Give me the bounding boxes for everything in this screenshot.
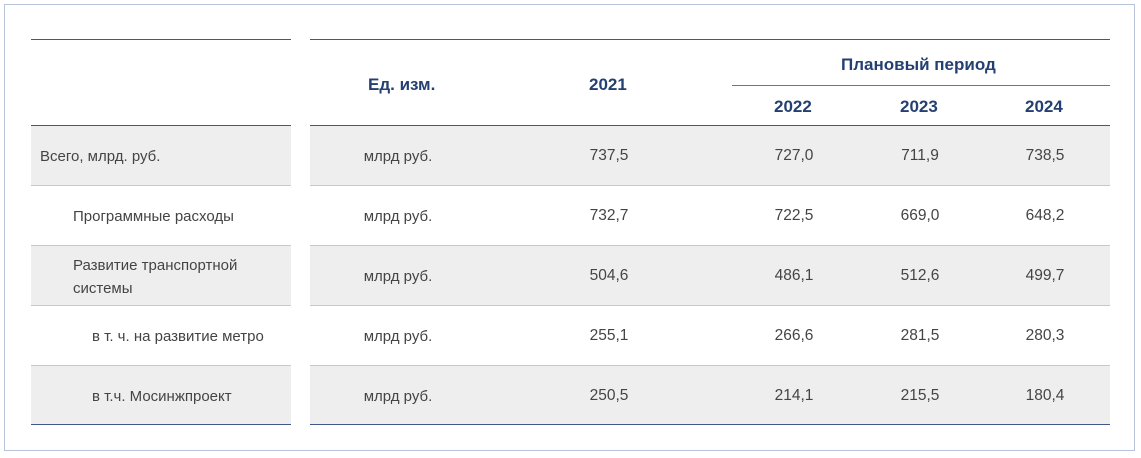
row-band-5 [31, 366, 291, 425]
row-3-2022: 486,1 [774, 267, 814, 284]
row-band-3-data [310, 246, 1110, 305]
row-3-label-line2: системы [73, 280, 133, 297]
row-1-unit: млрд руб. [363, 148, 433, 165]
row-3-unit: млрд руб. [363, 268, 433, 285]
row-2-2022: 722,5 [774, 207, 814, 224]
row-2-label: Программные расходы [73, 208, 234, 225]
row-band-1 [31, 126, 291, 185]
row-5-unit: млрд руб. [363, 388, 433, 405]
row-1-2024: 738,5 [1025, 147, 1065, 164]
row-5-label: в т.ч. Мосинжпроект [92, 388, 232, 405]
top-rule-right [310, 39, 1110, 40]
row-band-3 [31, 246, 291, 305]
row-sep-4-right [310, 365, 1110, 366]
top-rule-left [31, 39, 291, 40]
row-4-label: в т. ч. на развитие метро [92, 328, 264, 345]
row-band-1-data [310, 126, 1110, 185]
row-1-2021: 737,5 [589, 147, 629, 164]
row-1-2022: 727,0 [774, 147, 814, 164]
bottom-rule-left [31, 424, 291, 425]
row-1-label: Всего, млрд. руб. [40, 148, 161, 165]
row-3-2023: 512,6 [900, 267, 940, 284]
row-sep-1-left [31, 185, 291, 186]
row-4-2023: 281,5 [900, 327, 940, 344]
row-sep-3-left [31, 305, 291, 306]
row-band-5-data [310, 366, 1110, 425]
header-year-2023: 2023 [900, 97, 938, 116]
planning-period-rule [732, 85, 1110, 86]
row-4-2024: 280,3 [1025, 327, 1065, 344]
header-year-2022: 2022 [774, 97, 812, 116]
row-sep-1-right [310, 185, 1110, 186]
row-sep-2-left [31, 245, 291, 246]
header-planning-period: Плановый период [841, 55, 996, 74]
bottom-rule-right [310, 424, 1110, 425]
row-1-2023: 711,9 [901, 147, 939, 164]
row-2-unit: млрд руб. [363, 208, 433, 225]
row-4-2022: 266,6 [774, 327, 814, 344]
row-3-2024: 499,7 [1025, 267, 1065, 284]
row-4-unit: млрд руб. [363, 328, 433, 345]
row-sep-4-left [31, 365, 291, 366]
header-unit: Ед. изм. [368, 75, 436, 94]
row-5-2021: 250,5 [589, 387, 629, 404]
row-4-2021: 255,1 [589, 327, 629, 344]
row-sep-3-right [310, 305, 1110, 306]
row-5-2024: 180,4 [1025, 387, 1065, 404]
row-5-2023: 215,5 [900, 387, 940, 404]
header-bottom-rule-left [31, 125, 291, 126]
row-3-2021: 504,6 [589, 267, 629, 284]
row-3-label-line1: Развитие транспортной [73, 257, 238, 274]
header-bottom-rule-right [310, 125, 1110, 126]
row-2-2024: 648,2 [1025, 207, 1065, 224]
row-2-2021: 732,7 [589, 207, 629, 224]
row-2-2023: 669,0 [900, 207, 940, 224]
row-sep-2-right [310, 245, 1110, 246]
row-5-2022: 214,1 [774, 387, 814, 404]
header-year-2021: 2021 [589, 75, 627, 94]
header-year-2024: 2024 [1025, 97, 1063, 116]
